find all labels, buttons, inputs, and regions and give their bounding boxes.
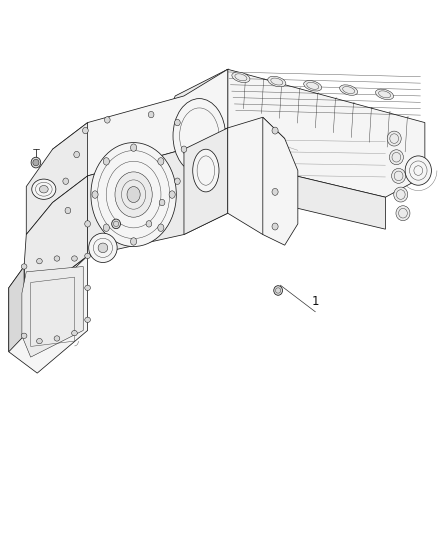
Polygon shape: [53, 128, 228, 282]
Ellipse shape: [181, 146, 187, 152]
Ellipse shape: [392, 168, 406, 183]
Ellipse shape: [131, 144, 137, 151]
Ellipse shape: [115, 172, 152, 217]
Ellipse shape: [389, 150, 403, 165]
Polygon shape: [26, 123, 88, 235]
Ellipse shape: [54, 256, 60, 261]
Ellipse shape: [36, 259, 42, 264]
Polygon shape: [9, 256, 88, 373]
Polygon shape: [53, 176, 88, 282]
Polygon shape: [228, 117, 285, 235]
Ellipse shape: [127, 187, 140, 203]
Ellipse shape: [405, 156, 431, 185]
Ellipse shape: [272, 127, 278, 134]
Ellipse shape: [272, 189, 278, 195]
Ellipse shape: [91, 142, 176, 247]
Ellipse shape: [158, 158, 164, 165]
Ellipse shape: [33, 159, 39, 166]
Text: 1: 1: [311, 295, 319, 308]
Ellipse shape: [158, 224, 164, 231]
Ellipse shape: [174, 178, 180, 184]
Ellipse shape: [39, 185, 48, 193]
Ellipse shape: [85, 221, 90, 227]
Polygon shape: [53, 69, 228, 203]
Ellipse shape: [63, 178, 68, 184]
Ellipse shape: [36, 338, 42, 344]
Ellipse shape: [387, 131, 401, 146]
Ellipse shape: [339, 85, 358, 95]
Ellipse shape: [394, 187, 408, 202]
Ellipse shape: [272, 223, 278, 230]
Ellipse shape: [174, 119, 180, 126]
Ellipse shape: [169, 191, 175, 198]
Ellipse shape: [274, 286, 283, 295]
Ellipse shape: [304, 80, 322, 91]
Ellipse shape: [396, 206, 410, 221]
Ellipse shape: [21, 264, 27, 269]
Ellipse shape: [159, 199, 165, 206]
Ellipse shape: [32, 179, 56, 199]
Polygon shape: [184, 128, 228, 235]
Ellipse shape: [193, 149, 219, 192]
Polygon shape: [184, 69, 425, 197]
Ellipse shape: [112, 219, 120, 229]
Ellipse shape: [74, 151, 79, 158]
Ellipse shape: [92, 191, 98, 198]
Polygon shape: [263, 117, 298, 245]
Ellipse shape: [85, 253, 90, 259]
Ellipse shape: [85, 285, 90, 290]
Ellipse shape: [148, 111, 154, 118]
Ellipse shape: [85, 317, 90, 322]
Ellipse shape: [103, 224, 110, 231]
Polygon shape: [22, 266, 83, 357]
Ellipse shape: [54, 336, 60, 341]
Ellipse shape: [88, 233, 117, 263]
Polygon shape: [166, 69, 228, 203]
Ellipse shape: [72, 330, 77, 336]
Ellipse shape: [31, 157, 41, 168]
Ellipse shape: [82, 127, 88, 134]
Ellipse shape: [375, 89, 394, 100]
Polygon shape: [24, 176, 88, 304]
Ellipse shape: [268, 76, 286, 87]
Polygon shape: [184, 149, 385, 229]
Text: 1: 1: [73, 225, 81, 238]
Ellipse shape: [65, 207, 71, 214]
Ellipse shape: [232, 72, 250, 83]
Ellipse shape: [105, 117, 110, 123]
Ellipse shape: [72, 256, 77, 261]
Ellipse shape: [21, 333, 27, 338]
Ellipse shape: [98, 243, 108, 253]
Ellipse shape: [103, 158, 110, 165]
Polygon shape: [9, 266, 24, 352]
Ellipse shape: [131, 238, 137, 245]
Ellipse shape: [146, 221, 152, 227]
Ellipse shape: [173, 99, 226, 173]
